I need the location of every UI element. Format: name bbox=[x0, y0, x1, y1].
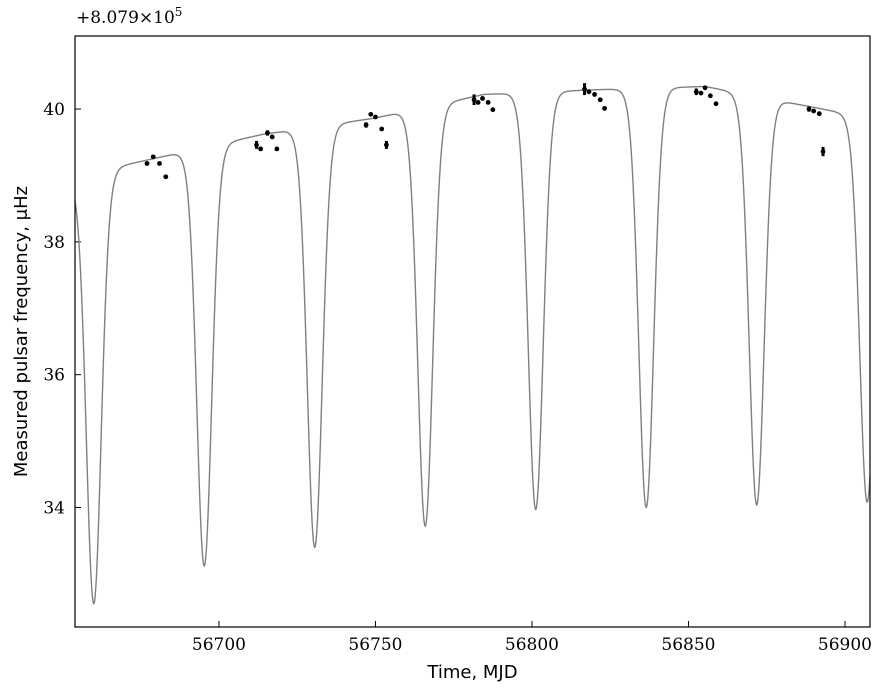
data-point bbox=[144, 161, 150, 166]
y-axis-label: Measured pulsar frequency, μHz bbox=[11, 186, 32, 477]
data-point bbox=[592, 92, 597, 97]
data-point bbox=[254, 142, 259, 148]
plot-frame bbox=[74, 35, 871, 628]
x-tick-label: 56800 bbox=[505, 635, 559, 655]
x-axis-label: Time, MJD bbox=[426, 662, 517, 683]
model-curve bbox=[74, 85, 871, 605]
y-tick-label: 34 bbox=[43, 498, 65, 518]
data-point bbox=[820, 149, 826, 154]
data-point bbox=[471, 97, 477, 103]
data-point bbox=[702, 85, 708, 91]
data-point bbox=[163, 174, 169, 180]
data-point bbox=[811, 108, 817, 114]
data-point bbox=[707, 93, 713, 99]
data-point bbox=[713, 101, 719, 107]
data-point bbox=[379, 126, 385, 132]
data-point bbox=[582, 86, 587, 92]
data-point bbox=[485, 100, 491, 105]
data-point bbox=[258, 146, 264, 152]
data-point bbox=[363, 122, 369, 128]
x-tick-label: 56750 bbox=[348, 635, 402, 655]
data-point bbox=[274, 146, 280, 152]
data-point bbox=[693, 89, 699, 95]
data-point bbox=[806, 106, 812, 112]
x-tick-label: 56850 bbox=[661, 635, 715, 655]
data-point bbox=[602, 105, 607, 111]
x-axis-ticks: 56700 56750 56800 56850 56900 bbox=[192, 621, 872, 655]
y-tick-label: 40 bbox=[43, 100, 65, 120]
data-point bbox=[157, 161, 162, 166]
data-point bbox=[586, 89, 592, 95]
y-tick-label: 36 bbox=[43, 366, 65, 386]
data-point bbox=[269, 134, 275, 140]
y-axis-ticks: 34 36 38 40 bbox=[43, 100, 81, 518]
data-point bbox=[480, 96, 485, 101]
data-point bbox=[368, 111, 374, 117]
data-point bbox=[265, 130, 270, 136]
data-point bbox=[150, 154, 156, 160]
data-point bbox=[475, 100, 481, 105]
data-point bbox=[816, 111, 822, 117]
measurement-points bbox=[144, 83, 826, 180]
data-point bbox=[490, 107, 496, 113]
data-point bbox=[597, 97, 603, 103]
data-point bbox=[373, 114, 378, 120]
data-point bbox=[698, 90, 704, 96]
y-tick-label: 38 bbox=[43, 233, 65, 253]
data-point bbox=[384, 142, 389, 148]
x-tick-label: 56900 bbox=[818, 635, 872, 655]
x-tick-label: 56700 bbox=[192, 635, 246, 655]
y-offset-label: +8.079×105 bbox=[76, 5, 182, 28]
